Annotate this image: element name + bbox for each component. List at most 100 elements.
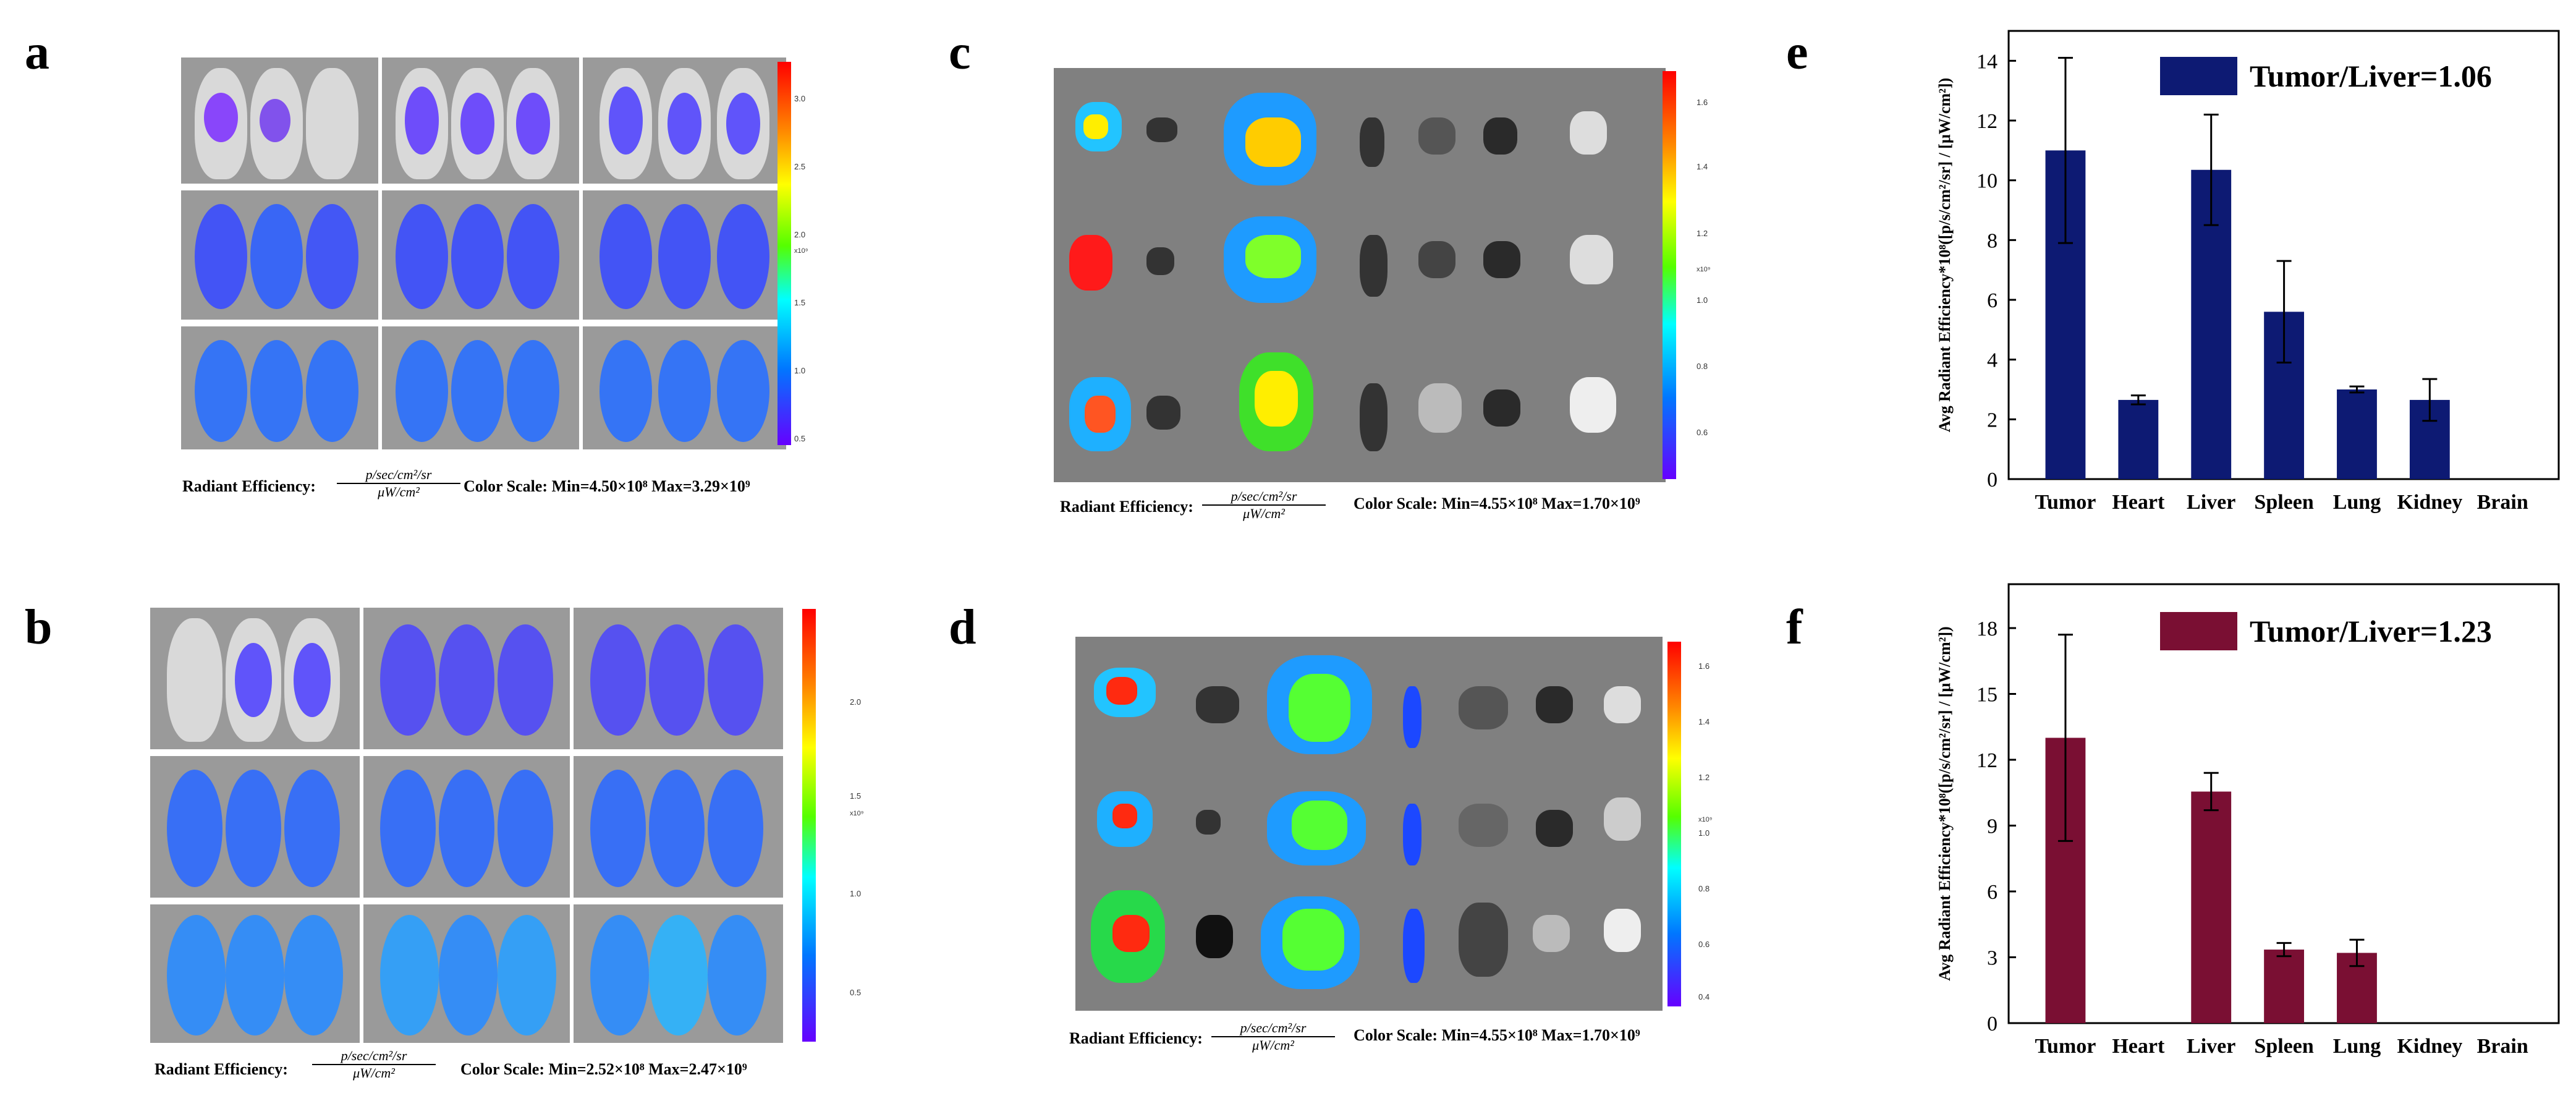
chart-f-bar-chart: 0 3 6 9 12 15 18 Avg Radiant Efficiency*10⁸([p/… [1936,583,2560,1058]
y-axis-label: Avg Radiant Efficiency*10⁸([p/s/cm²/sr] … [1936,78,1954,432]
colorbar-tick: 0.8 [1697,362,1708,371]
colorbar-tick: 0.6 [1697,428,1708,437]
x-tick-label: Brain [2477,491,2528,514]
chart-e-bar-chart: 0 2 4 6 8 10 12 14 Avg Radiant Efficiency*10⁸([p… [1936,30,2560,514]
colorbar-tick: 0.4 [1698,992,1710,1001]
panel-c-organ-image [1054,68,1666,482]
x-tick-label: Liver [2187,491,2235,514]
panel-letter-e: e [1786,25,1808,80]
colorbar-tick: 1.0 [850,889,862,898]
panel-b-mouse-image-grid [148,606,785,1045]
unit-numerator: p/sec/cm²/sr [312,1048,436,1065]
bar [2337,389,2377,479]
y-tick-label: 6 [1987,289,1998,312]
bar [2118,399,2159,479]
y-tick-label: 9 [1987,815,1998,838]
panel-b-colorbar [802,609,816,1042]
colorbar-tick: 1.5 [850,791,862,801]
y-tick-label: 4 [1987,349,1998,372]
panel-d-unit-fraction: p/sec/cm²/sr μW/cm² [1211,1020,1335,1053]
y-tick-label: 12 [1976,110,1998,133]
panel-letter-f: f [1786,600,1803,655]
panel-c-colorbar [1663,71,1676,479]
x-tick-label: Lung [2333,491,2381,514]
y-tick-label: 18 [1976,618,1998,640]
y-tick-label: 0 [1987,469,1998,491]
legend-swatch [2160,612,2237,650]
x-tick-label: Brain [2477,1035,2528,1058]
x-tick-label: Tumor [2035,1035,2096,1058]
panel-a-radiant-label: Radiant Efficiency: [182,477,316,495]
colorbar-tick: 2.0 [850,697,862,707]
x-tick-label: Kidney [2397,1035,2462,1058]
panel-c-color-scale: Color Scale: Min=4.55×10⁸ Max=1.70×10⁹ [1354,495,1640,512]
panel-d-color-scale: Color Scale: Min=4.55×10⁸ Max=1.70×10⁹ [1354,1026,1640,1044]
legend-label: Tumor/Liver=1.06 [2250,59,2492,93]
panel-letter-a: a [25,25,49,80]
bar [2191,791,2232,1023]
colorbar-unit: x10⁹ [794,247,808,255]
colorbar-tick: 3.0 [794,94,806,103]
colorbar-tick: 0.5 [794,434,806,443]
colorbar-tick: 1.4 [1698,717,1710,726]
panel-a-colorbar [777,62,791,445]
legend-swatch [2160,57,2237,95]
colorbar-tick: 1.0 [1697,295,1708,305]
panel-letter-b: b [25,600,53,655]
colorbar-tick: 1.6 [1697,98,1708,107]
bar [2264,950,2305,1023]
y-tick-label: 8 [1987,229,1998,252]
colorbar-tick: 2.0 [794,230,806,239]
colorbar-tick: 0.5 [850,988,862,997]
panel-a-mouse-image-grid [179,56,800,451]
panel-d-organ-image [1075,637,1663,1011]
y-tick-label: 3 [1987,947,1998,970]
y-tick-label: 10 [1976,170,1998,193]
panel-b-unit-fraction: p/sec/cm²/sr μW/cm² [312,1048,436,1081]
unit-denominator: μW/cm² [1252,1037,1294,1053]
colorbar-unit: x10⁹ [1698,816,1713,823]
colorbar-tick: 1.2 [1698,773,1710,782]
panel-letter-c: c [949,25,971,80]
panel-d-radiant-label: Radiant Efficiency: [1069,1029,1203,1047]
y-tick-label: 6 [1987,881,1998,904]
unit-numerator: p/sec/cm²/sr [337,467,460,484]
panel-letter-d: d [949,600,977,655]
panel-c-unit-fraction: p/sec/cm²/sr μW/cm² [1202,488,1326,522]
x-tick-label: Kidney [2397,491,2462,514]
unit-denominator: μW/cm² [378,484,420,499]
unit-numerator: p/sec/cm²/sr [1211,1020,1335,1037]
x-tick-label: Heart [2112,1035,2165,1058]
colorbar-tick: 0.8 [1698,884,1710,893]
y-axis-label: Avg Radiant Efficiency*10⁸([p/s/cm²/sr] … [1936,626,1954,980]
colorbar-unit: x10⁹ [850,810,864,817]
x-tick-label: Spleen [2254,491,2313,514]
y-tick-label: 12 [1976,749,1998,772]
panel-d-colorbar [1667,642,1681,1006]
colorbar-tick: 1.0 [794,366,806,375]
colorbar-tick: 1.4 [1697,162,1708,171]
panel-a-color-scale: Color Scale: Min=4.50×10⁸ Max=3.29×10⁹ [464,477,750,495]
panel-a-unit-fraction: p/sec/cm²/sr μW/cm² [337,467,460,500]
colorbar-tick: 2.5 [794,162,806,171]
colorbar-tick: 1.2 [1697,229,1708,238]
unit-denominator: μW/cm² [353,1065,395,1081]
x-tick-label: Heart [2112,491,2165,514]
colorbar-tick: 1.6 [1698,661,1710,671]
y-tick-label: 2 [1987,409,1998,431]
y-tick-label: 0 [1987,1013,1998,1035]
legend-label: Tumor/Liver=1.23 [2250,614,2492,648]
colorbar-tick: 0.6 [1698,940,1710,949]
unit-denominator: μW/cm² [1243,506,1285,521]
colorbar-tick: 1.0 [1698,828,1710,838]
x-tick-label: Tumor [2035,491,2096,514]
unit-numerator: p/sec/cm²/sr [1202,488,1326,506]
y-tick-label: 15 [1976,684,1998,707]
y-tick-label: 14 [1976,50,1998,73]
colorbar-tick: 1.5 [794,298,806,307]
panel-c-radiant-label: Radiant Efficiency: [1060,498,1193,516]
x-tick-label: Spleen [2254,1035,2313,1058]
x-tick-label: Liver [2187,1035,2235,1058]
panel-b-color-scale: Color Scale: Min=2.52×10⁸ Max=2.47×10⁹ [460,1060,747,1078]
panel-b-radiant-label: Radiant Efficiency: [155,1060,288,1078]
